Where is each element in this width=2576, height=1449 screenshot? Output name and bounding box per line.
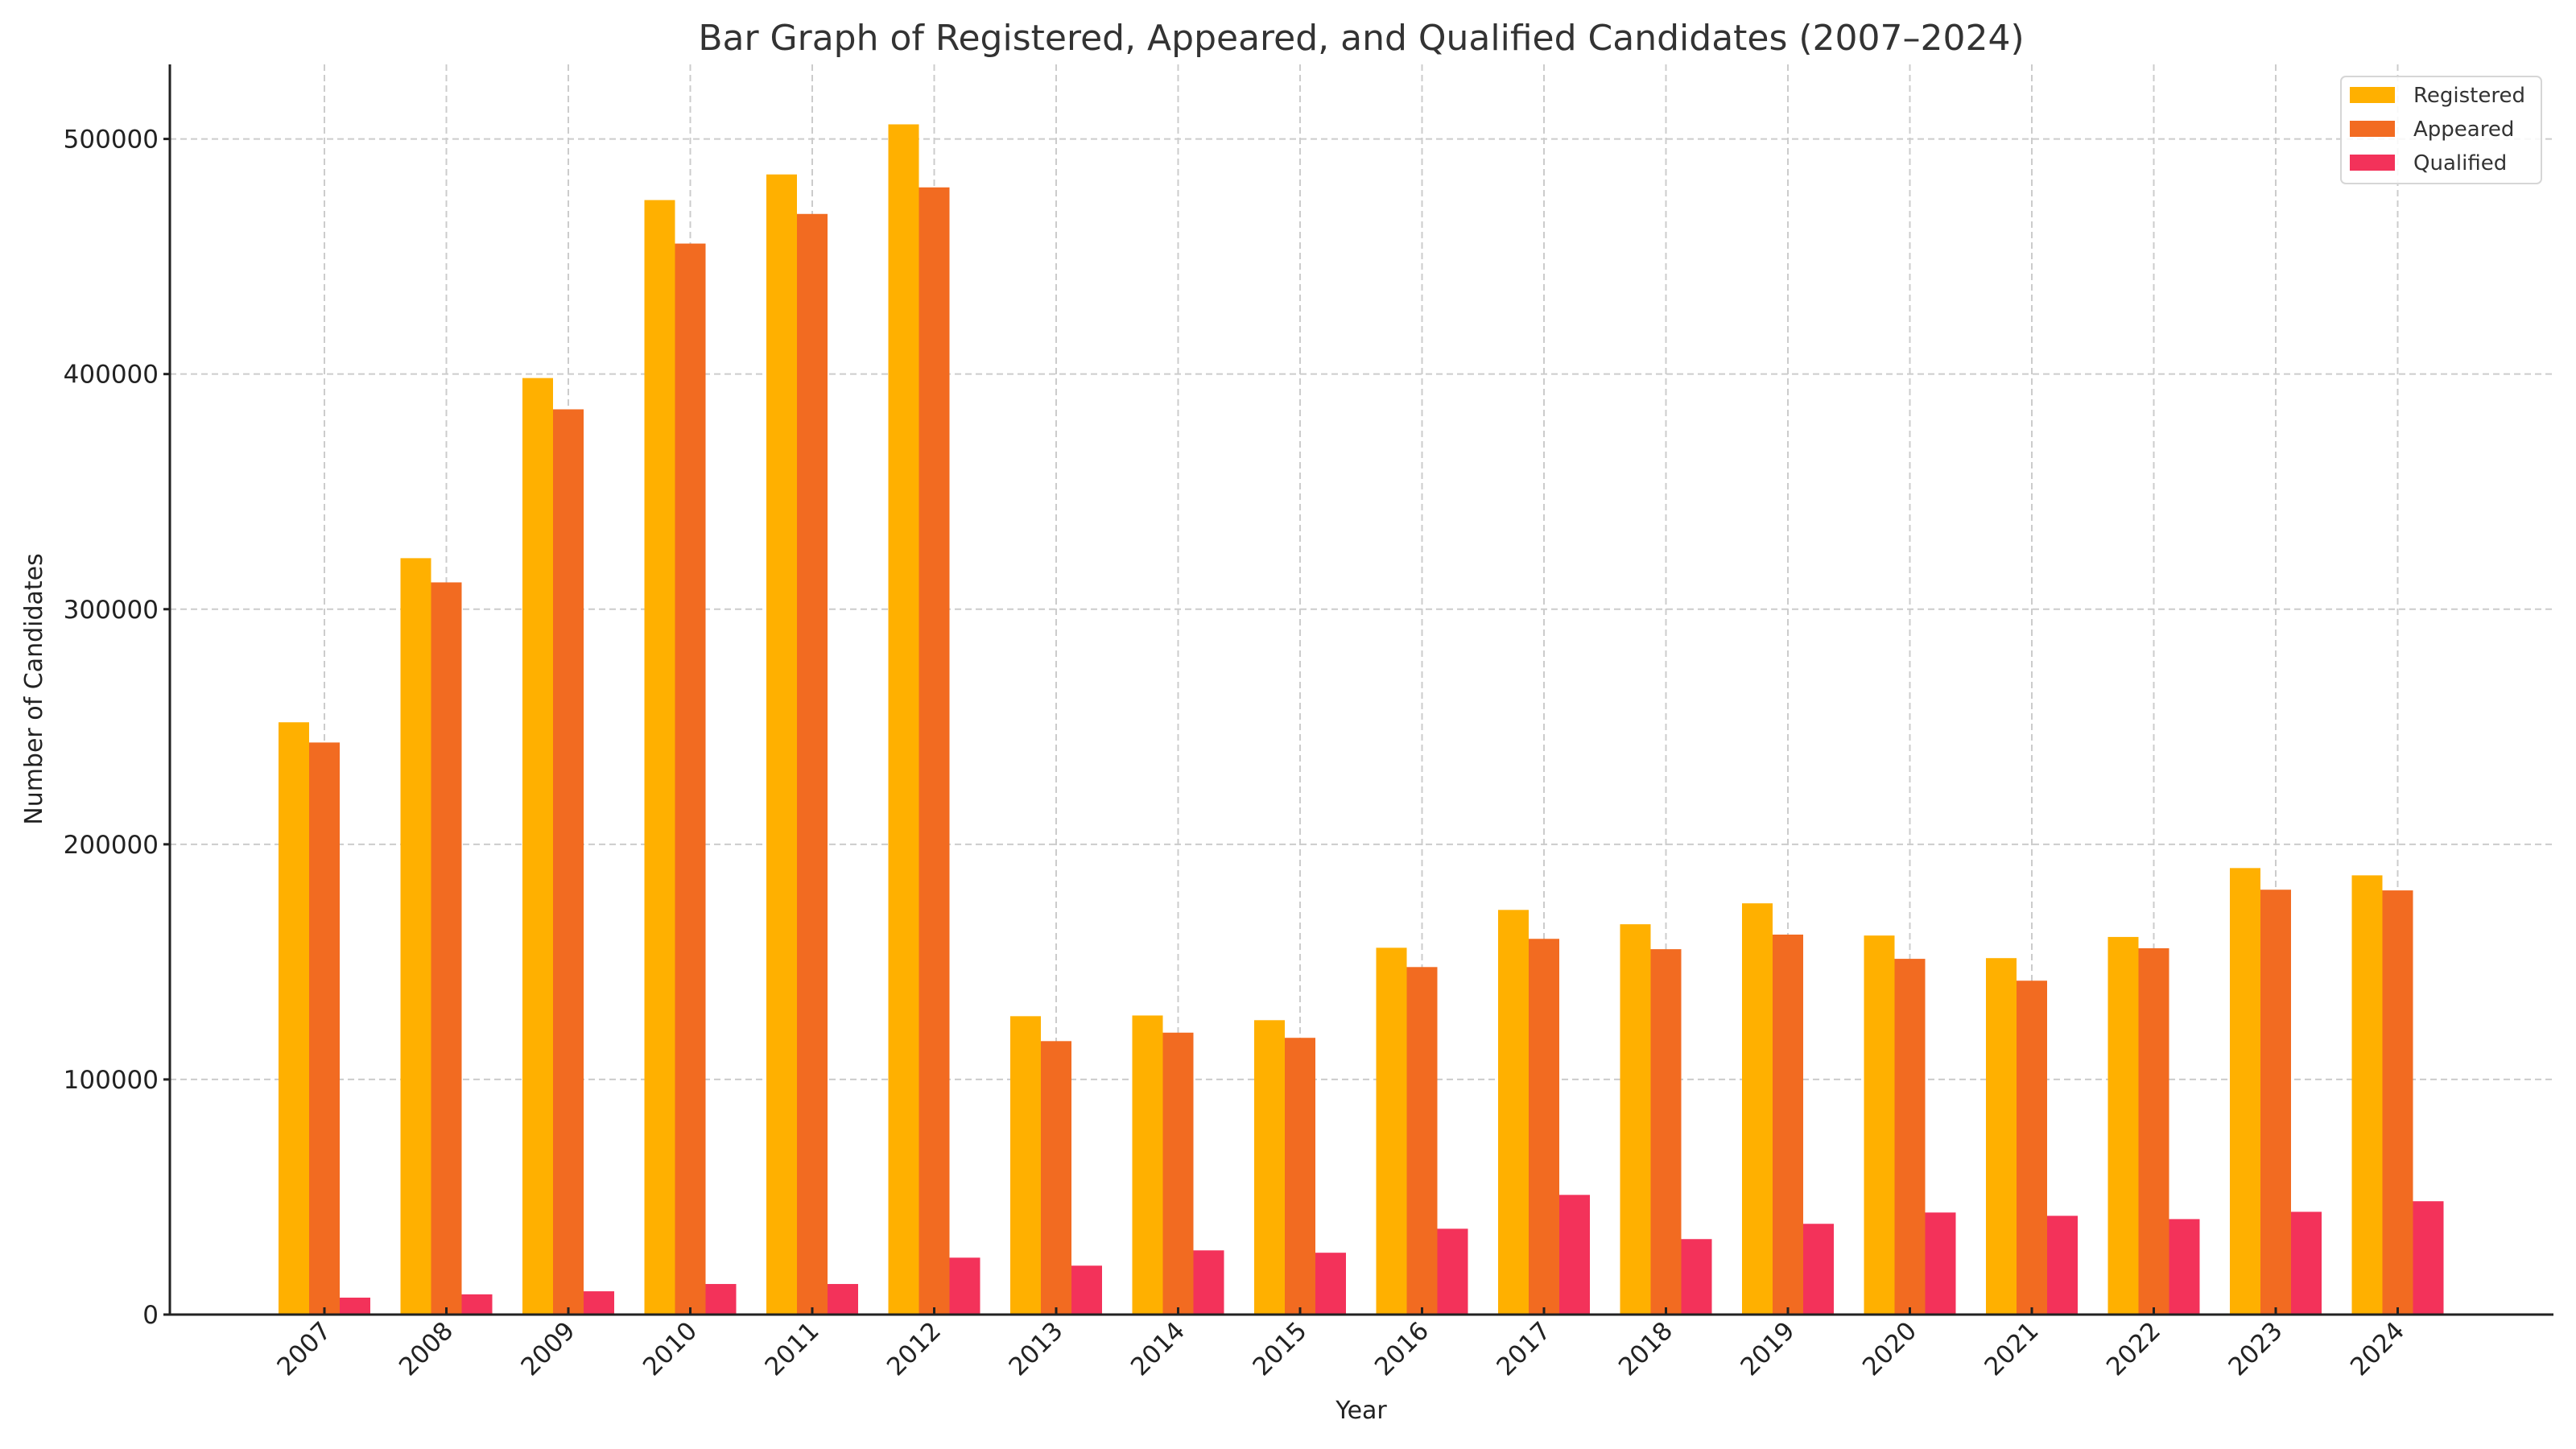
bar-registered-2007: [279, 722, 309, 1315]
bar-appeared-2016: [1406, 967, 1438, 1315]
bar-appeared-2013: [1041, 1041, 1071, 1315]
bar-registered-2013: [1010, 1016, 1041, 1315]
y-axis-label: Number of Candidates: [20, 553, 48, 825]
y-tick-label: 100000: [64, 1066, 159, 1095]
bar-appeared-2022: [2138, 947, 2169, 1315]
bar-appeared-2017: [1529, 939, 1559, 1315]
legend-label-appeared: Appeared: [2413, 118, 2514, 142]
bar-appeared-2023: [2260, 890, 2291, 1315]
bar-registered-2018: [1620, 924, 1651, 1315]
bar-appeared-2015: [1285, 1038, 1315, 1315]
bar-appeared-2012: [919, 187, 950, 1315]
bars: [279, 124, 2444, 1315]
y-axis-ticks: 0 100000 200000 300000 400000 500000: [64, 126, 170, 1330]
bar-registered-2020: [1864, 935, 1895, 1315]
bar-registered-2016: [1376, 947, 1407, 1315]
bar-appeared-2009: [553, 409, 584, 1315]
bar-qualified-2019: [1803, 1224, 1834, 1315]
bar-registered-2023: [2230, 868, 2260, 1315]
bar-appeared-2007: [309, 742, 340, 1315]
bar-qualified-2012: [949, 1257, 980, 1315]
bar-appeared-2011: [797, 213, 828, 1315]
bar-registered-2015: [1254, 1020, 1285, 1315]
bar-qualified-2009: [584, 1291, 614, 1315]
bar-qualified-2017: [1559, 1195, 1590, 1315]
x-axis-label: Year: [1335, 1397, 1387, 1425]
bar-qualified-2016: [1437, 1228, 1468, 1315]
bar-registered-2011: [766, 174, 797, 1315]
bar-appeared-2024: [2382, 890, 2413, 1315]
y-tick-label: 200000: [64, 831, 159, 860]
bar-registered-2024: [2351, 875, 2383, 1315]
bar-registered-2022: [2107, 936, 2139, 1315]
bar-qualified-2013: [1071, 1265, 1102, 1315]
bar-qualified-2024: [2413, 1201, 2444, 1315]
bar-appeared-2021: [2017, 980, 2047, 1315]
bar-qualified-2022: [2169, 1219, 2200, 1315]
bar-qualified-2014: [1193, 1250, 1224, 1315]
bar-appeared-2014: [1162, 1032, 1194, 1315]
bar-appeared-2008: [431, 582, 462, 1315]
legend-swatch-registered: [2350, 87, 2395, 103]
bar-appeared-2010: [675, 243, 706, 1315]
bar-registered-2008: [400, 558, 431, 1315]
bar-qualified-2018: [1681, 1239, 1712, 1315]
bar-qualified-2023: [2291, 1212, 2322, 1315]
chart-title: Bar Graph of Registered, Appeared, and Q…: [698, 18, 2024, 59]
bar-qualified-2010: [705, 1284, 737, 1315]
y-tick-label: 500000: [64, 126, 159, 155]
bar-appeared-2020: [1894, 959, 1926, 1315]
bar-qualified-2021: [2047, 1216, 2078, 1315]
bar-appeared-2018: [1650, 949, 1682, 1315]
bar-qualified-2015: [1315, 1253, 1346, 1315]
bar-registered-2010: [644, 200, 675, 1315]
bar-registered-2021: [1986, 958, 2017, 1315]
y-tick-label: 0: [142, 1301, 159, 1330]
bar-appeared-2019: [1773, 934, 1803, 1315]
y-tick-label: 400000: [64, 361, 159, 390]
legend: Registered Appeared Qualified: [2340, 76, 2542, 184]
bar-registered-2019: [1742, 903, 1773, 1315]
legend-label-qualified: Qualified: [2413, 151, 2507, 175]
bar-qualified-2011: [828, 1284, 858, 1315]
bar-qualified-2007: [340, 1297, 370, 1315]
bar-qualified-2020: [1925, 1212, 1956, 1315]
bar-registered-2009: [522, 378, 553, 1315]
legend-swatch-qualified: [2350, 155, 2395, 171]
bar-registered-2014: [1132, 1015, 1163, 1315]
legend-swatch-appeared: [2350, 121, 2395, 137]
bar-qualified-2008: [461, 1294, 493, 1315]
bar-registered-2012: [888, 124, 919, 1315]
bar-registered-2017: [1498, 910, 1529, 1315]
legend-label-registered: Registered: [2413, 84, 2525, 108]
y-tick-label: 300000: [64, 596, 159, 625]
